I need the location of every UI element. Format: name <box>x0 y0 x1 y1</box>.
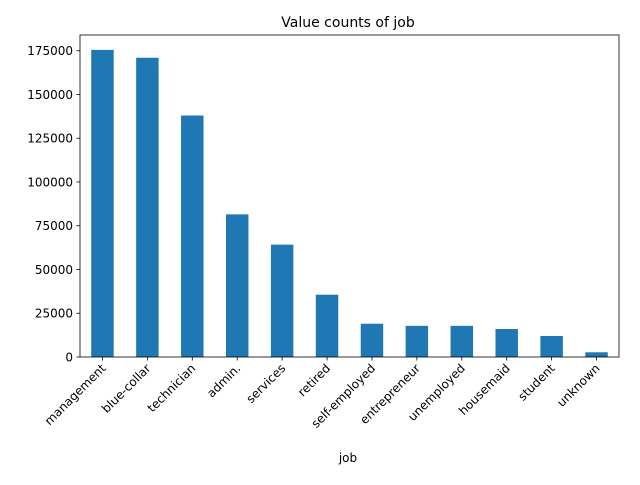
y-tick-label: 50000 <box>35 263 73 277</box>
x-tick-label: management <box>42 361 109 428</box>
bar-student <box>540 336 563 357</box>
y-tick-label: 125000 <box>27 132 73 146</box>
y-tick-label: 75000 <box>35 219 73 233</box>
y-tick-label: 25000 <box>35 307 73 321</box>
bars-group <box>91 49 608 358</box>
x-tick-label: admin. <box>204 361 243 400</box>
bar-services <box>270 244 294 357</box>
bar-technician <box>181 115 204 357</box>
plot-frame <box>79 34 620 358</box>
bar-unemployed <box>450 325 474 357</box>
bar-blue-collar <box>136 57 159 357</box>
chart-title: Value counts of job <box>281 15 415 31</box>
x-tick-label: retired <box>295 361 333 399</box>
bar-management <box>91 49 114 358</box>
y-axis-ticks: 0 25000 50000 75000 100000 125000 150000 175000 <box>27 44 80 364</box>
x-axis-label: job <box>338 451 357 465</box>
bar-retired <box>315 294 339 357</box>
x-tick-label: student <box>515 361 558 404</box>
x-tick-label: services <box>244 361 289 406</box>
x-tick-label: technician <box>145 361 199 415</box>
bar-entrepreneur <box>405 325 429 357</box>
y-tick-label: 0 <box>65 350 73 364</box>
x-tick-label: blue-collar <box>99 361 154 416</box>
x-tick-label: unknown <box>554 361 602 409</box>
y-tick-label: 100000 <box>27 175 73 189</box>
bar-unknown <box>585 352 608 357</box>
bar-admin <box>225 214 249 358</box>
bar-self-employed <box>360 323 384 357</box>
bar-housemaid <box>495 329 518 357</box>
y-tick-label: 150000 <box>27 88 73 102</box>
y-tick-label: 175000 <box>27 44 73 58</box>
